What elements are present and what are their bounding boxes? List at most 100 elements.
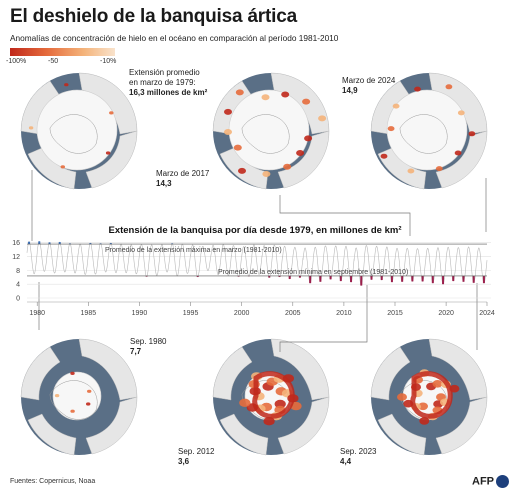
legend-gradient [10,48,115,56]
x-tick-label: 2005 [285,310,301,317]
land-mass [428,338,488,401]
caption-mar2017: Marzo de 2017 14,3 [156,169,210,188]
caption-sep2012: Sep. 2012 3,6 [178,447,215,466]
x-tick-label: 2024 [479,310,495,317]
map-sep-2012 [212,338,330,456]
anomaly-patch [109,111,114,115]
anomaly-patch [283,163,292,170]
anomaly-patch [86,402,91,406]
map-march-2017 [212,72,330,190]
anomaly-patch [432,380,443,388]
source-credit: Fuentes: Copernicus, Noaa [10,478,96,485]
greenland-outline [241,114,290,154]
anomaly-patch [235,89,244,96]
x-tick-label: 2010 [336,310,352,317]
land-mass [370,346,411,401]
anomaly-patch [54,394,60,398]
anomaly-patch [435,166,443,172]
page-title: El deshielo de la banquisa ártica [10,6,297,27]
land-mass [219,413,269,456]
anomaly-patch [224,108,232,115]
sea-ice [36,89,118,171]
anomaly-patch [419,417,430,425]
anomaly-patch [87,389,92,393]
anomaly-patch [296,150,305,156]
land-mass [85,130,138,189]
x-tick-label: 1990 [132,310,148,317]
anomaly-patch [263,417,275,426]
map-sep-1980 [20,338,138,456]
anomaly-patch [302,98,311,105]
legend-label-max: -10% [100,58,117,65]
chart-gridlines [27,242,491,303]
x-tick-label: 1985 [81,310,97,317]
y-tick-label: 0 [16,296,20,303]
anomaly-patch [281,91,290,98]
land-mass [85,396,138,455]
land-mass [435,130,488,189]
land-mass [20,346,61,401]
land-mass [377,413,427,456]
x-tick-label: 2015 [387,310,403,317]
anomaly-patch [261,94,270,101]
anomaly-patch [468,131,476,137]
ref-label-sept-min: Promedio de la extensión mínima en septi… [218,269,408,276]
legend-label-mid: -50 [48,58,59,65]
anomaly-patch [380,153,388,159]
anomaly-patch [64,83,69,87]
anomaly-patch [387,126,395,132]
land-mass [277,396,330,455]
chart-x-ticks: 1980 1985 1990 1995 2000 2005 2010 2015 2020 2024 [29,302,495,317]
anomaly-patch [318,115,327,122]
anomaly-patch [457,110,465,116]
anomaly-patch [233,144,242,151]
y-tick-label: 16 [12,240,20,247]
chart-title: Extensión de la banquisa por día desde 1… [108,225,401,236]
extent-chart: Extensión de la banquisa por día desde 1… [12,225,495,317]
y-tick-label: 12 [12,254,20,261]
greenland-outline [399,114,448,154]
afp-logo: AFP [472,475,509,488]
land-mass [270,338,330,401]
land-mass [78,338,138,401]
anomaly-patch [414,86,421,92]
anomaly-patch [392,103,400,109]
color-legend: -100% -50 -10% [6,48,116,65]
land-mass [277,130,330,189]
caption-sep2023: Sep. 2023 4,4 [340,447,377,466]
x-tick-label: 1980 [29,310,45,317]
anomaly-patch [60,165,65,169]
map-sep-2023 [370,338,488,456]
caption-mar1979: Extensión promedio en marzo de 1979: 16,… [129,68,208,97]
anomaly-patch [105,151,111,155]
anomaly-ring [410,371,453,419]
anomaly-patch [239,398,251,407]
anomaly-patch [445,84,453,90]
anomaly-patch [304,135,313,142]
anomaly-patch [224,129,232,135]
anomaly-patch [238,167,246,174]
map-march-2024 [370,72,488,190]
y-tick-label: 4 [16,282,20,289]
greenland-outline [49,380,98,420]
anomaly-patch [407,168,415,174]
anomaly-ring [252,371,295,419]
anomaly-patch [70,409,75,413]
x-tick-label: 1995 [183,310,199,317]
land-mass [27,413,77,456]
land-mass [435,396,488,455]
anomaly-patch [28,126,34,130]
x-tick-label: 2000 [234,310,250,317]
anomaly-patch [454,150,462,156]
sea-ice [52,371,102,421]
anomaly-patch [274,399,286,409]
anomaly-patch [262,171,271,177]
ref-label-march-max: Promedio de la extensión máxima en marzo… [105,247,282,254]
map-march-1979 [20,72,138,190]
y-tick-label: 8 [16,268,20,275]
x-tick-label: 2020 [438,310,454,317]
caption-mar2024: Marzo de 2024 14,9 [342,76,396,95]
afp-logo-mark [496,475,509,488]
chart-y-ticks: 16 12 8 4 0 [12,240,20,302]
